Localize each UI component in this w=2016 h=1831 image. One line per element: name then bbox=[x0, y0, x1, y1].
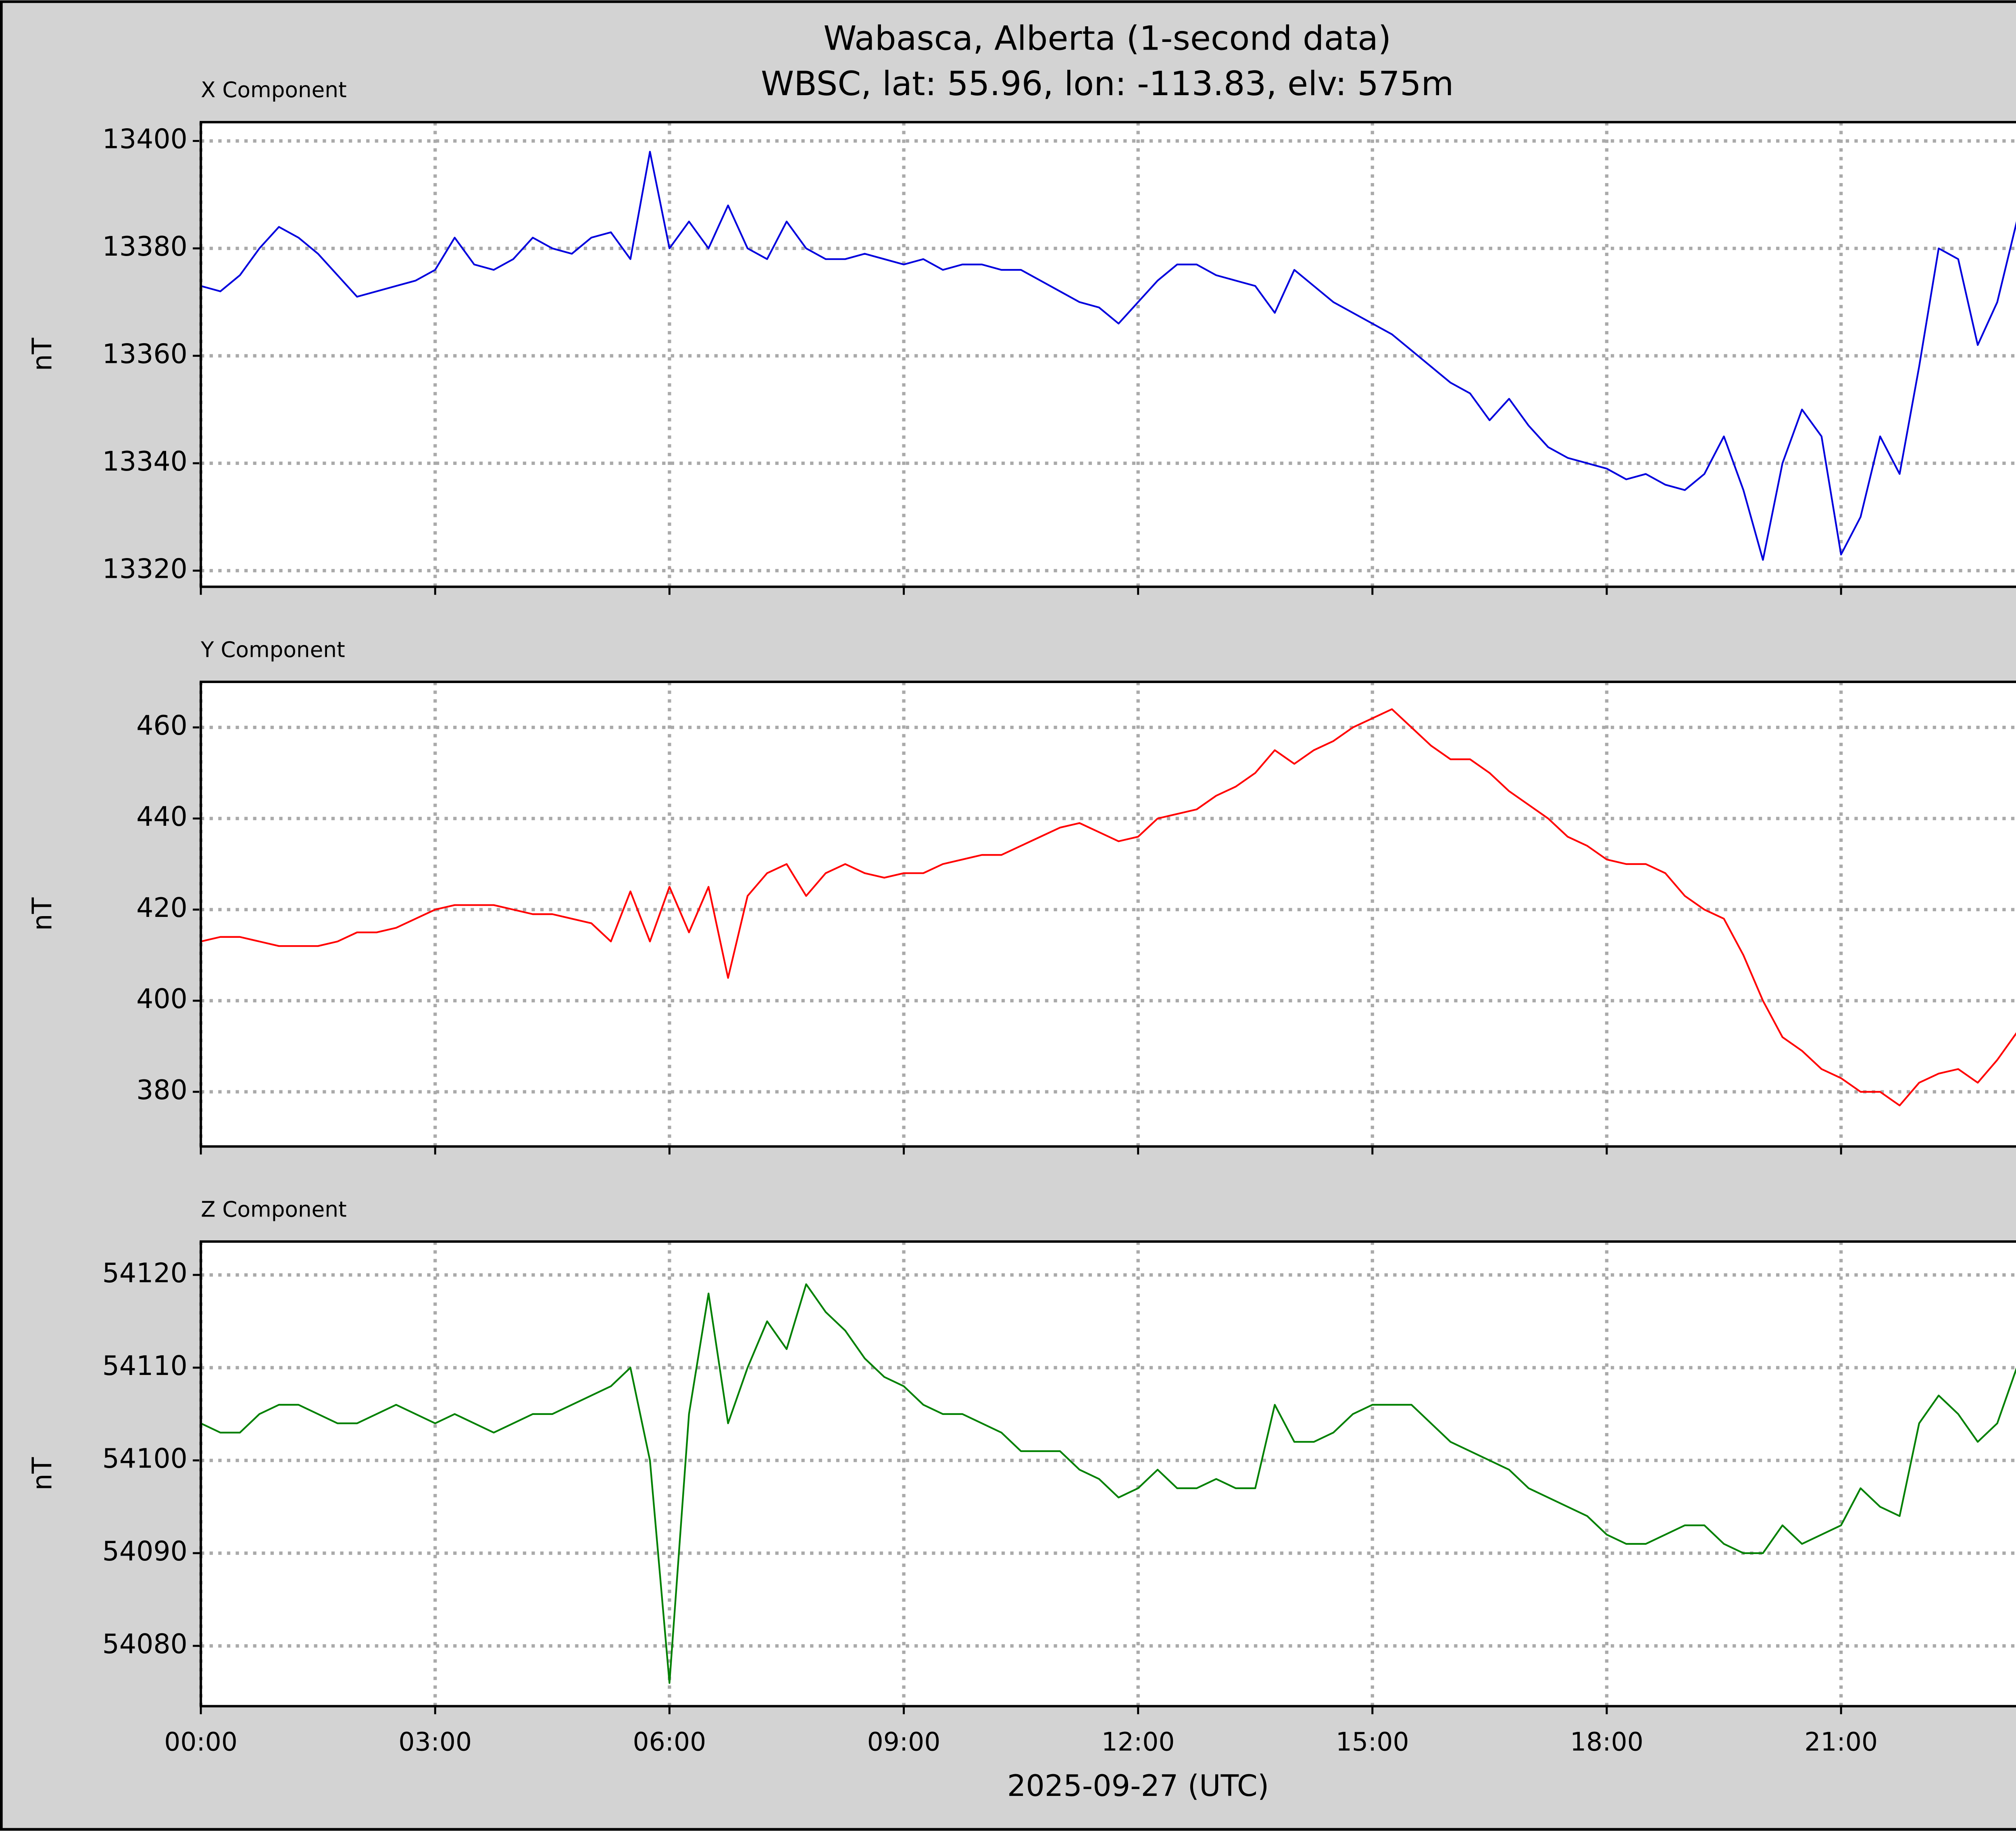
y-tick-label: 400 bbox=[136, 983, 187, 1014]
data-line bbox=[200, 151, 2016, 561]
y-tick-label: 54090 bbox=[102, 1535, 187, 1567]
plot-frame bbox=[200, 1240, 2016, 1708]
subplot-title: X Component bbox=[201, 77, 347, 102]
x-tick-label: 03:00 bbox=[398, 1727, 472, 1756]
x-tick-label: 21:00 bbox=[1804, 1727, 1878, 1756]
y-axis-label: nT bbox=[27, 897, 58, 931]
y-tick-label: 13340 bbox=[102, 446, 187, 477]
y-axis-label: nT bbox=[27, 337, 58, 371]
y-tick-label: 460 bbox=[136, 710, 187, 741]
x-tick-label: 09:00 bbox=[867, 1727, 941, 1756]
x-axis-label: 2025-09-27 (UTC) bbox=[1007, 1769, 1269, 1803]
plot-area bbox=[201, 682, 2016, 1147]
figure-title: Wabasca, Alberta (1-second data) bbox=[823, 19, 1391, 58]
plot-frame bbox=[200, 121, 2016, 588]
figure-subtitle: WBSC, lat: 55.96, lon: -113.83, elv: 575… bbox=[761, 64, 1454, 103]
x-tick-label: 15:00 bbox=[1336, 1727, 1409, 1756]
y-tick-label: 54080 bbox=[102, 1628, 187, 1660]
x-tick-label: 06:00 bbox=[633, 1727, 706, 1756]
y-tick-label: 54110 bbox=[102, 1350, 187, 1381]
y-tick-label: 13360 bbox=[102, 338, 187, 369]
x-tick-label: 00:00 bbox=[164, 1727, 237, 1756]
x-tick-label: 12:00 bbox=[1102, 1727, 1175, 1756]
data-line bbox=[200, 708, 2016, 1106]
y-tick-label: 420 bbox=[136, 892, 187, 923]
y-tick-label: 13380 bbox=[102, 231, 187, 262]
plot-frame bbox=[200, 681, 2016, 1148]
y-tick-label: 54120 bbox=[102, 1257, 187, 1289]
x-tick-label: 18:00 bbox=[1570, 1727, 1643, 1756]
data-line bbox=[200, 1283, 2016, 1684]
y-tick-label: 380 bbox=[136, 1074, 187, 1106]
plot-area bbox=[201, 1241, 2016, 1706]
y-tick-label: 440 bbox=[136, 801, 187, 832]
subplot-title: Y Component bbox=[200, 637, 345, 662]
y-axis-label: nT bbox=[27, 1457, 58, 1491]
y-tick-label: 13400 bbox=[102, 123, 187, 155]
y-tick-label: 13320 bbox=[102, 553, 187, 584]
y-tick-label: 54100 bbox=[102, 1443, 187, 1474]
subplot-title: Z Component bbox=[201, 1197, 347, 1222]
